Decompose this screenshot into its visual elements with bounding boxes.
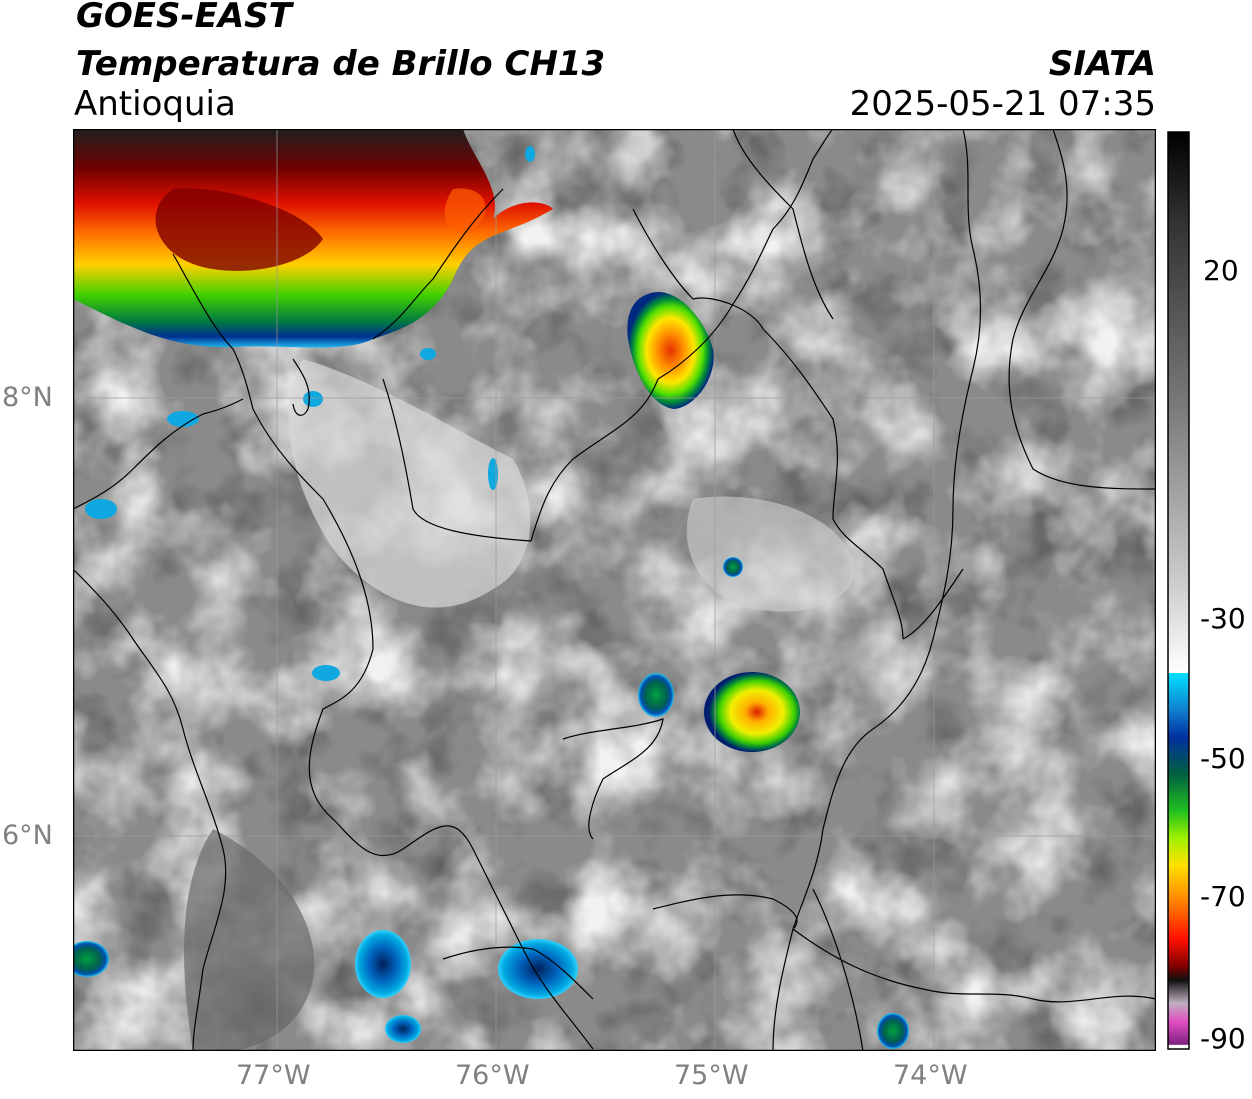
datetime-label: 2025-05-21 07:35 bbox=[849, 84, 1156, 124]
blue-patch-5 bbox=[303, 391, 323, 407]
storm-cell-se bbox=[877, 1013, 909, 1049]
dark-area-sw bbox=[184, 829, 315, 1051]
storm-cell-w bbox=[73, 941, 109, 977]
lon-label-77w: 77°W bbox=[236, 1060, 311, 1091]
lon-label-74w: 74°W bbox=[893, 1060, 968, 1091]
nw-storm-cell bbox=[444, 188, 486, 232]
storm-cell-s2 bbox=[385, 1015, 421, 1043]
colorbar-tick-minus30: -30 bbox=[1200, 602, 1246, 635]
storm-cell-central bbox=[704, 672, 800, 752]
colorbar-tick-minus70: -70 bbox=[1200, 880, 1246, 913]
boundary-lines bbox=[73, 129, 1156, 1051]
nw-storm-core bbox=[155, 188, 323, 271]
storm-cell-sw bbox=[355, 930, 411, 998]
blue-patch-6 bbox=[420, 348, 436, 360]
map-frame bbox=[73, 129, 1156, 1051]
blue-patch-2 bbox=[85, 499, 117, 519]
lon-label-76w: 76°W bbox=[455, 1060, 530, 1091]
satellite-map[interactable] bbox=[73, 129, 1156, 1051]
storm-cell-north bbox=[627, 292, 714, 409]
bright-cloud-area bbox=[288, 359, 531, 608]
title-satellite: GOES-EAST bbox=[76, 0, 292, 36]
colorbar-tick-minus50: -50 bbox=[1200, 742, 1246, 775]
agency-label: SIATA bbox=[1048, 44, 1156, 84]
blue-patch-1 bbox=[167, 411, 199, 427]
region-label: Antioquia bbox=[74, 84, 236, 124]
lat-label-6n: 6°N bbox=[2, 820, 53, 851]
blue-patch-4 bbox=[312, 665, 340, 681]
graticule bbox=[73, 129, 1156, 1051]
bright-cloud-area-east bbox=[686, 496, 855, 612]
storm-cell-small-green bbox=[638, 673, 674, 717]
colorbar-tick-minus90: -90 bbox=[1200, 1022, 1246, 1055]
lon-label-75w: 75°W bbox=[674, 1060, 749, 1091]
lat-label-8n: 8°N bbox=[2, 382, 53, 413]
storm-cell-tiny bbox=[723, 557, 743, 577]
title-product: Temperatura de Brillo CH13 bbox=[76, 44, 606, 84]
storm-cell-s bbox=[498, 939, 578, 999]
colorbar-tick-20: 20 bbox=[1203, 254, 1239, 287]
blue-patch-7 bbox=[525, 146, 535, 162]
colorbar bbox=[1167, 131, 1190, 1050]
